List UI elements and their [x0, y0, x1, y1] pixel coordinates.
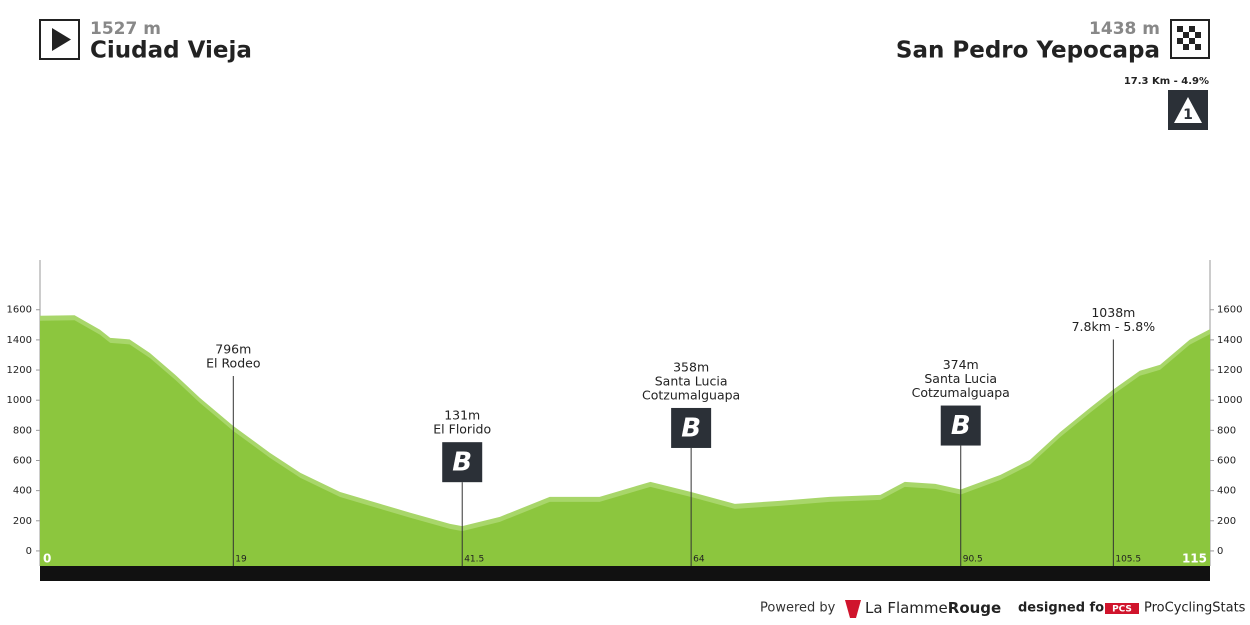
y2-tick-label: 800 [1217, 425, 1236, 436]
pcs-name: ProCyclingStats [1144, 601, 1246, 616]
marker-label: El Rodeo [206, 355, 260, 370]
y-tick-label: 1400 [7, 335, 32, 346]
sprint-icon: B [681, 413, 701, 443]
marker-label: Santa Lucia [924, 371, 997, 386]
marker-label: 358m [673, 359, 709, 374]
y2-tick-label: 1400 [1217, 335, 1242, 346]
sprint-badge [940, 405, 981, 446]
marker-label: 796m [215, 341, 251, 356]
y-tick-label: 0 [26, 546, 32, 557]
climb-category: 1 [1183, 107, 1193, 123]
lfr-logo [845, 600, 861, 618]
base-bar [40, 566, 1210, 581]
x-tick-label: 90.5 [963, 555, 983, 565]
y2-tick-label: 0 [1217, 546, 1223, 557]
sprint-icon: B [452, 448, 472, 478]
y2-tick-label: 1200 [1217, 365, 1242, 376]
x-tick-label: 115 [1182, 552, 1207, 566]
pcs-abbr: PCS [1112, 605, 1132, 615]
y-tick-label: 1200 [7, 365, 32, 376]
sprint-icon: B [951, 411, 971, 441]
y2-tick-label: 600 [1217, 455, 1236, 466]
marker-label: 374m [943, 357, 979, 372]
finish-elevation: 1438 m [1089, 19, 1160, 39]
sprint-badge [671, 407, 712, 448]
y2-tick-label: 1000 [1217, 395, 1242, 406]
marker-label: Cotzumalguapa [642, 387, 740, 402]
x-tick-label: 105.5 [1115, 555, 1141, 565]
start-icon [39, 19, 80, 60]
x-tick-label: 41.5 [464, 555, 484, 565]
start-arrow [52, 28, 71, 51]
marker-label: Santa Lucia [655, 373, 728, 388]
marker-label: Cotzumalguapa [912, 385, 1010, 400]
climb-info: 17.3 Km - 4.9% [1124, 76, 1209, 87]
profile-area [40, 320, 1210, 566]
brand: La FlammeRouge [865, 599, 1001, 617]
y-tick-label: 400 [13, 486, 32, 497]
marker-label: 131m [444, 408, 480, 423]
y2-tick-label: 1600 [1217, 305, 1242, 316]
finish-name: San Pedro Yepocapa [896, 38, 1160, 64]
y-tick-label: 800 [13, 425, 32, 436]
y-tick-label: 1000 [7, 395, 32, 406]
marker-label: 7.8km - 5.8% [1072, 319, 1156, 334]
start-elevation: 1527 m [90, 19, 161, 39]
x-tick-label: 64 [693, 555, 705, 565]
y2-tick-label: 200 [1217, 516, 1236, 527]
pcs-logo [1105, 603, 1139, 614]
footer: Powered by La FlammeRouge designed for P… [760, 599, 1246, 618]
start-name: Ciudad Vieja [90, 38, 252, 64]
marker-label: 1038m [1091, 305, 1135, 320]
y2-tick-label: 400 [1217, 486, 1236, 497]
brand-a: La Flamme [865, 599, 948, 617]
brand-b: Rouge [948, 599, 1001, 617]
y-tick-label: 600 [13, 455, 32, 466]
marker-label: El Florido [433, 422, 491, 437]
x-tick-label: 19 [235, 555, 247, 565]
y-tick-label: 200 [13, 516, 32, 527]
x-tick-label: 0 [43, 552, 51, 566]
finish-icon [1170, 19, 1210, 59]
sprint-badge [442, 442, 483, 483]
climb-triangle [1174, 97, 1202, 123]
designed-for: designed for [1018, 601, 1111, 616]
powered-by: Powered by [760, 601, 836, 616]
y-tick-label: 1600 [7, 305, 32, 316]
